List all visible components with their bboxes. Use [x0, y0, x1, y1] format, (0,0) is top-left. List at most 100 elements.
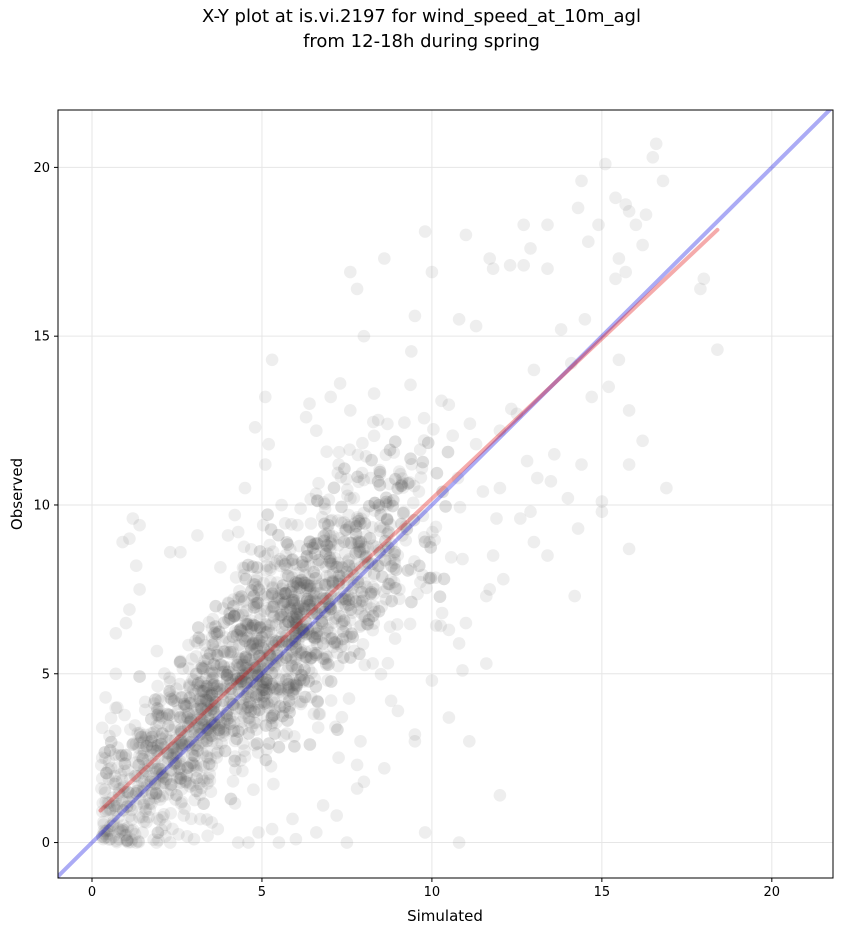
- scatter-point: [303, 738, 317, 751]
- scatter-point: [305, 666, 318, 680]
- scatter-point: [279, 595, 292, 609]
- scatter-point: [336, 632, 350, 646]
- scatter-point: [548, 448, 561, 461]
- scatter-point: [265, 709, 279, 723]
- scatter-point: [214, 716, 227, 729]
- scatter-point: [378, 252, 391, 265]
- scatter-point: [178, 700, 191, 713]
- scatter-point: [245, 720, 258, 734]
- scatter-point: [246, 637, 260, 650]
- scatter-point: [151, 679, 164, 693]
- scatter-point: [304, 644, 318, 658]
- scatter-point: [195, 659, 208, 673]
- scatter-point: [166, 751, 179, 765]
- scatter-point: [191, 636, 204, 650]
- scatter-point: [316, 637, 330, 650]
- scatter-point: [307, 647, 321, 660]
- scatter-point: [354, 517, 367, 530]
- scatter-point: [313, 601, 327, 614]
- scatter-point: [544, 475, 558, 488]
- scatter-point: [267, 600, 280, 614]
- scatter-point: [229, 763, 242, 776]
- scatter-point: [237, 595, 251, 608]
- scatter-point: [195, 633, 208, 646]
- scatter-point: [318, 578, 332, 592]
- scatter-point: [163, 687, 176, 701]
- scatter-point: [275, 498, 288, 512]
- scatter-point: [442, 711, 456, 724]
- scatter-point: [322, 601, 336, 615]
- scatter-point: [237, 664, 250, 678]
- scatter-point: [183, 715, 197, 729]
- scatter-point: [385, 594, 399, 608]
- scatter-point: [369, 583, 382, 596]
- scatter-point: [344, 404, 357, 417]
- scatter-point: [103, 744, 117, 757]
- scatter-point: [260, 655, 273, 668]
- scatter-point: [267, 708, 281, 722]
- scatter-point: [248, 619, 262, 632]
- scatter-point: [373, 501, 387, 514]
- scatter-point: [204, 667, 217, 680]
- scatter-point: [306, 541, 320, 555]
- one-to-one-line: [58, 110, 833, 878]
- scatter-point: [209, 695, 222, 709]
- scatter-point: [239, 661, 253, 675]
- scatter-point: [194, 675, 208, 689]
- scatter-point: [239, 676, 253, 689]
- scatter-point: [99, 825, 112, 838]
- scatter-point: [324, 530, 337, 543]
- scatter-point: [289, 663, 303, 677]
- scatter-point: [385, 537, 398, 551]
- scatter-point: [441, 445, 455, 459]
- scatter-point: [248, 647, 261, 661]
- scatter-point: [359, 529, 373, 543]
- scatter-point: [305, 602, 319, 616]
- scatter-point: [214, 658, 228, 671]
- scatter-point: [184, 812, 198, 826]
- scatter-point: [185, 652, 199, 666]
- scatter-point: [106, 791, 120, 805]
- scatter-point: [290, 676, 303, 690]
- scatter-point: [249, 600, 263, 614]
- scatter-point: [179, 776, 193, 789]
- scatter-point: [163, 684, 176, 698]
- scatter-point: [190, 771, 203, 785]
- scatter-point: [97, 824, 111, 837]
- scatter-point: [303, 535, 317, 548]
- scatter-point: [366, 521, 379, 534]
- scatter-point: [207, 717, 221, 730]
- scatter-point: [257, 689, 271, 703]
- scatter-point: [267, 708, 281, 722]
- scatter-point: [194, 702, 208, 716]
- scatter-point: [202, 757, 216, 771]
- scatter-point: [172, 771, 185, 784]
- y-tick-label: 0: [42, 836, 50, 851]
- scatter-point: [403, 617, 417, 631]
- scatter-point: [242, 711, 256, 725]
- scatter-point: [244, 704, 257, 718]
- scatter-point: [283, 639, 296, 652]
- scatter-point: [258, 635, 271, 649]
- scatter-point: [257, 709, 270, 722]
- scatter-point: [256, 667, 269, 681]
- scatter-point: [213, 682, 226, 696]
- scatter-point: [342, 598, 356, 612]
- scatter-point: [250, 561, 264, 574]
- scatter-point: [417, 434, 431, 447]
- scatter-point: [325, 537, 338, 551]
- scatter-point: [364, 471, 377, 485]
- scatter-point: [175, 795, 189, 808]
- scatter-point: [99, 804, 112, 818]
- scatter-point: [206, 638, 219, 652]
- scatter-point: [317, 529, 331, 543]
- scatter-point: [150, 724, 163, 737]
- scatter-point: [218, 682, 232, 696]
- scatter-point: [265, 587, 279, 601]
- scatter-point: [204, 723, 217, 736]
- scatter-point: [242, 727, 255, 740]
- scatter-point: [249, 637, 262, 650]
- scatter-point: [187, 674, 201, 687]
- scatter-point: [116, 781, 129, 794]
- scatter-point: [252, 583, 266, 596]
